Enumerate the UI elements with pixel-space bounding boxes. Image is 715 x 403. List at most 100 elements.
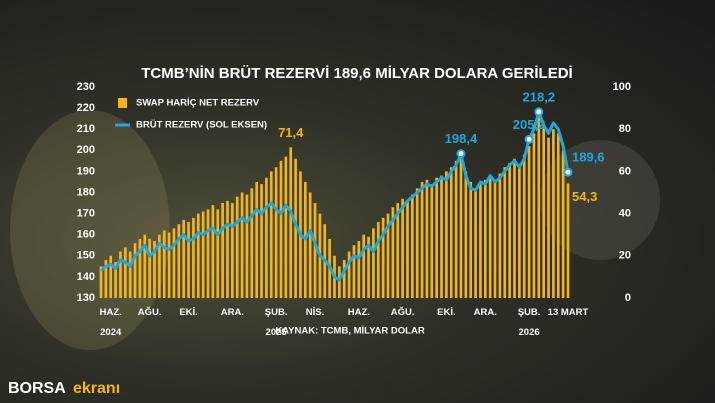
bar	[167, 232, 171, 298]
data-label: 189,6	[572, 150, 605, 165]
bar	[415, 188, 419, 298]
bar	[138, 238, 142, 298]
bar	[114, 262, 117, 298]
bar	[464, 171, 468, 298]
y2-tick-label: 20	[619, 250, 631, 262]
bar	[440, 175, 443, 298]
bar	[454, 160, 458, 298]
x-tick-label: AĞU.	[390, 307, 415, 318]
bar	[493, 179, 497, 298]
bar	[488, 175, 492, 298]
bar	[513, 158, 516, 298]
line	[100, 110, 570, 282]
bar	[483, 179, 487, 298]
bar	[518, 165, 521, 298]
bar	[522, 154, 526, 298]
bar	[527, 146, 531, 298]
bar	[99, 266, 103, 298]
x-tick-label: ARA.	[220, 307, 244, 318]
point-marker	[563, 167, 573, 177]
bar	[265, 177, 268, 298]
bar	[294, 158, 297, 298]
bar	[347, 251, 351, 298]
bar	[459, 154, 463, 298]
bar	[376, 222, 380, 298]
data-label: 218,2	[523, 89, 556, 104]
bar	[406, 200, 409, 298]
bar	[231, 203, 234, 298]
bar	[435, 177, 438, 298]
bar	[187, 222, 190, 298]
bar	[391, 207, 395, 298]
data-label: 205,2	[513, 117, 546, 132]
bar	[498, 173, 502, 298]
bar	[211, 205, 215, 298]
bar	[425, 179, 429, 298]
y-tick-label: 130	[77, 292, 95, 304]
y-tick-label: 170	[77, 208, 95, 220]
bar	[342, 260, 346, 298]
bar	[104, 260, 108, 298]
bar	[362, 234, 366, 298]
x-tick-label: HAZ. 2024	[99, 307, 122, 338]
bar	[420, 181, 424, 298]
bar	[313, 203, 317, 298]
y-tick-label: 180	[77, 186, 95, 198]
bar	[269, 171, 273, 298]
bar	[284, 156, 288, 298]
source: KAYNAK: TCMB, MİLYAR DOLAR	[275, 326, 425, 337]
bar	[255, 181, 259, 298]
bar	[274, 167, 278, 298]
legend-label: BRÜT REZERV (SOL EKSEN)	[136, 120, 267, 131]
chart-title: TCMB’NİN BRÜT REZERVİ 189,6 MİLYAR DOLAR…	[141, 65, 572, 82]
y2-tick-label: 60	[619, 165, 631, 177]
bar	[240, 192, 244, 298]
bar	[158, 234, 161, 298]
y-tick-label: 140	[77, 271, 95, 283]
bar	[479, 184, 482, 298]
bar	[469, 181, 473, 298]
bar	[410, 194, 414, 298]
bar	[381, 217, 385, 298]
bar	[561, 150, 565, 298]
bar	[556, 133, 560, 298]
x-tick-label: HAZ.	[347, 307, 370, 318]
bar	[532, 133, 536, 298]
x-tick-label: NİS.	[305, 307, 325, 318]
x-tick-label: 13 MART	[547, 307, 589, 318]
bar	[250, 188, 254, 298]
bar	[566, 183, 570, 298]
bar	[386, 213, 390, 298]
bar	[148, 238, 151, 298]
data-label: 54,3	[572, 189, 597, 204]
bar	[372, 228, 375, 298]
data-label: 198,4	[445, 131, 478, 146]
bar	[162, 230, 166, 298]
bar	[445, 171, 448, 298]
y2-tick-label: 40	[619, 208, 631, 220]
bar	[221, 203, 224, 298]
y-tick-label: 190	[77, 165, 95, 177]
bar	[352, 245, 356, 298]
bar	[153, 241, 156, 298]
bar	[192, 217, 195, 298]
bar	[401, 198, 404, 298]
bar	[537, 116, 541, 298]
bar	[245, 194, 249, 298]
y-tick-label: 220	[77, 102, 95, 114]
bar	[177, 224, 181, 298]
bar	[308, 192, 312, 298]
bar	[133, 243, 137, 298]
bar	[201, 211, 205, 298]
bar	[503, 167, 507, 298]
point-marker	[534, 107, 544, 117]
bar	[279, 160, 283, 298]
bar	[552, 129, 555, 298]
bar	[508, 162, 511, 298]
legend-label: SWAP HARİÇ NET REZERV	[136, 98, 260, 109]
y2-tick-label: 80	[619, 123, 631, 135]
brand-suffix: ekranı	[73, 380, 120, 397]
